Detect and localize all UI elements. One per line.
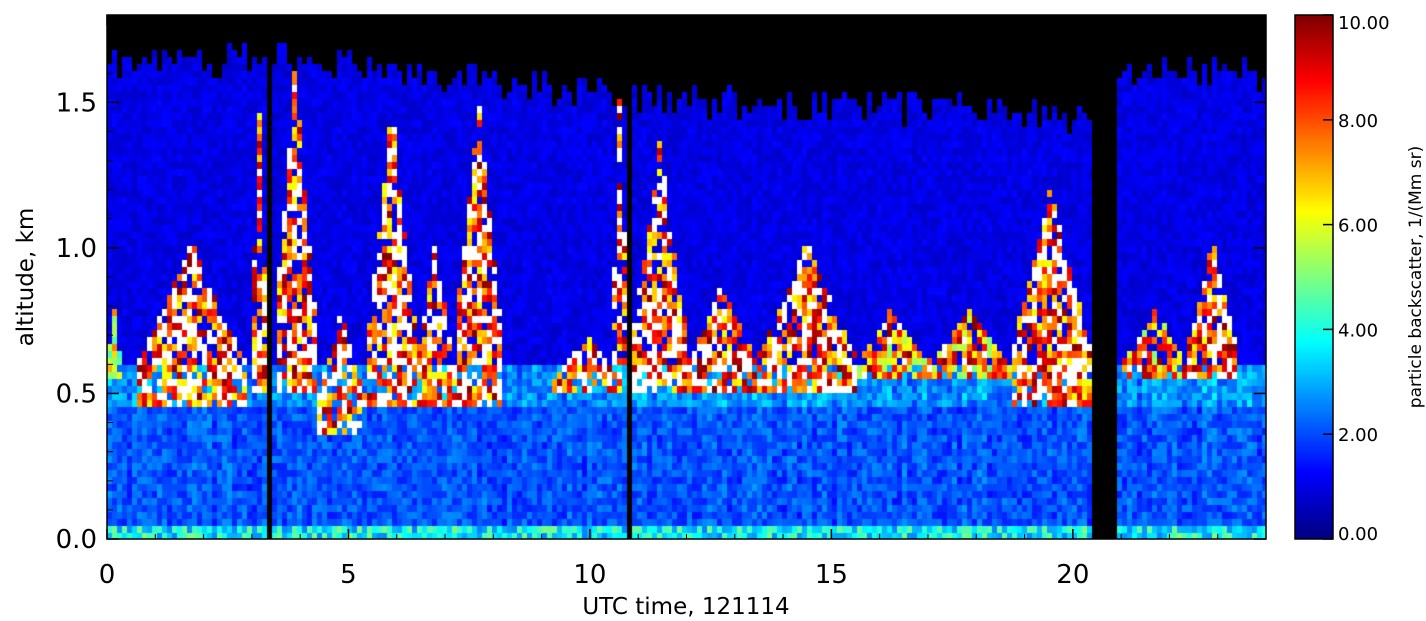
y-axis-title: altitude, km <box>13 208 39 347</box>
y-tick-label: 1.0 <box>56 234 97 264</box>
x-axis: 0 5 10 15 20 <box>99 15 1219 590</box>
colorbar-tick-label: 6.00 <box>1338 216 1378 237</box>
y-tick-label: 0.0 <box>56 525 97 555</box>
x-tick-label: 20 <box>1056 560 1089 590</box>
x-tick-label: 0 <box>99 560 116 590</box>
backscatter-heatmap <box>107 15 1266 539</box>
colorbar-tick-label: 8.00 <box>1338 111 1378 132</box>
colorbar-tick-label: 4.00 <box>1338 320 1378 341</box>
x-axis-title: UTC time, 121114 <box>582 594 789 620</box>
colorbar-axis: 0.00 2.00 4.00 6.00 8.00 10.00 <box>1323 13 1390 545</box>
colorbar-tick-label: 10.00 <box>1338 13 1390 34</box>
x-tick-label: 15 <box>815 560 848 590</box>
y-tick-label: 1.5 <box>56 88 97 118</box>
colorbar-tick-label: 0.00 <box>1338 524 1378 545</box>
x-tick-label: 5 <box>340 560 357 590</box>
y-axis: 0.0 0.5 1.0 1.5 <box>56 43 1266 555</box>
colorbar-title: particle backscatter, 1/(Mm sr) <box>1406 146 1426 408</box>
colorbar-frame <box>1294 14 1334 540</box>
colorbar-gradient <box>1295 15 1333 539</box>
colorbar-tick-label: 2.00 <box>1338 425 1378 446</box>
y-tick-label: 0.5 <box>56 379 97 409</box>
x-tick-label: 10 <box>573 560 606 590</box>
